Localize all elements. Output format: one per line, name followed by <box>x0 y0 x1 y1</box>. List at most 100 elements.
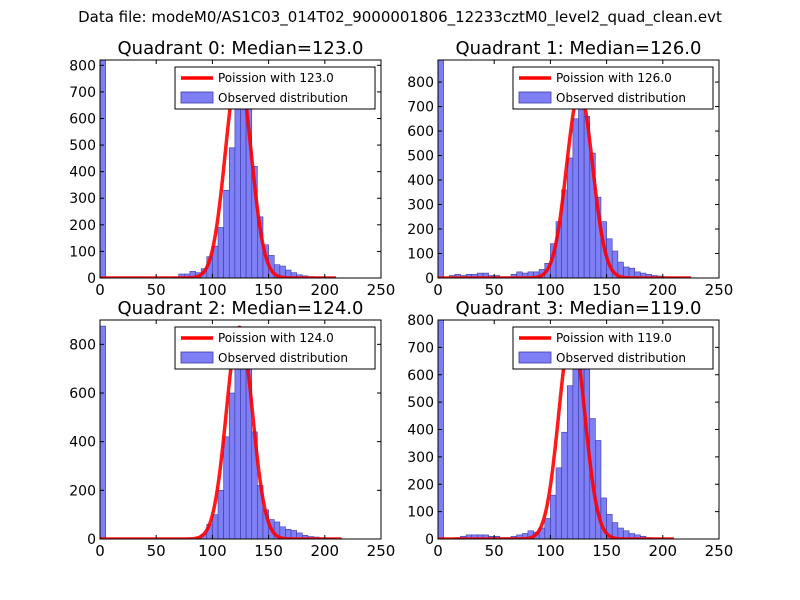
legend-entry-poisson: Poission with 126.0 <box>556 71 672 85</box>
poisson-curve <box>100 325 343 539</box>
legend-entry-poisson: Poission with 124.0 <box>218 331 334 345</box>
y-tick-label: 300 <box>407 198 434 214</box>
axes-frame <box>437 59 720 279</box>
y-tick-label: 100 <box>69 244 96 260</box>
figure-suptitle: Data file: modeM0/AS1C03_014T02_90000018… <box>78 8 722 26</box>
y-tick-label: 600 <box>69 111 96 127</box>
histogram-bar <box>550 494 557 539</box>
x-tick-label: 150 <box>592 542 621 560</box>
y-tick-label: 600 <box>407 368 434 384</box>
histogram-bar <box>240 84 247 278</box>
y-tick-label: 100 <box>407 505 434 521</box>
y-tick-label: 500 <box>407 149 434 165</box>
x-tick-label: 150 <box>254 281 283 299</box>
histogram-bar <box>234 358 241 539</box>
histogram-bar <box>223 189 230 278</box>
y-tick-label: 0 <box>87 271 96 287</box>
poisson-curve-group <box>100 325 343 539</box>
x-tick-label: 0 <box>95 281 105 299</box>
histogram-bar <box>438 60 444 278</box>
y-tick-label: 800 <box>69 337 96 353</box>
quadrant-3-chart: 0 50 100 150 200 250 0 100 200 300 400 500 600 700 800… <box>407 298 733 560</box>
histogram-bar <box>572 118 579 278</box>
legend-entry-observed: Observed distribution <box>218 351 348 365</box>
histogram-bar <box>223 436 230 539</box>
histogram-bar <box>217 490 224 539</box>
x-tick-label: 250 <box>705 281 734 299</box>
poisson-curve <box>438 329 676 539</box>
quadrant-title: Quadrant 1: Median=126.0 <box>456 38 702 59</box>
quadrant-0-chart: 0 50 100 150 200 250 0 100 200 300 400 500 600 700 800… <box>69 38 395 299</box>
legend-entry-poisson: Poission with 119.0 <box>556 331 672 345</box>
legend-bar-swatch <box>180 351 214 364</box>
legend-box <box>174 66 376 110</box>
x-tick-label: 0 <box>433 542 443 560</box>
quadrant-2-chart: 0 50 100 150 200 250 0 200 400 600 800 Quadrant 2: … <box>69 298 395 560</box>
histogram-bar <box>566 385 574 539</box>
legend-bar-swatch <box>180 91 214 104</box>
y-tick-label: 200 <box>69 218 96 234</box>
quadrant-title: Quadrant 3: Median=119.0 <box>456 298 702 319</box>
y-tick-label: 700 <box>407 340 434 356</box>
legend-entry-observed: Observed distribution <box>218 91 348 105</box>
histogram-bar <box>217 227 224 278</box>
x-tick-label: 50 <box>147 281 166 299</box>
x-tick-label: 100 <box>198 281 227 299</box>
y-tick-label: 500 <box>407 395 434 411</box>
x-tick-label: 150 <box>592 281 621 299</box>
x-tick-label: 150 <box>254 542 283 560</box>
quadrant-1-chart: 0 50 100 150 200 250 0 100 200 300 400 500 600 700 800… <box>407 38 733 299</box>
histogram-bar <box>555 467 562 539</box>
y-tick-label: 400 <box>407 423 434 439</box>
y-tick-label: 800 <box>407 75 434 91</box>
x-tick-label: 250 <box>705 542 734 560</box>
histogram-bar <box>228 147 236 278</box>
x-tick-label: 200 <box>310 542 339 560</box>
y-tick-label: 0 <box>87 532 96 548</box>
histogram-bar <box>100 60 106 278</box>
histogram-bar <box>544 518 551 539</box>
legend-bar-swatch <box>518 351 552 364</box>
y-tick-label: 400 <box>407 173 434 189</box>
y-tick-label: 800 <box>69 58 96 74</box>
quadrant-title: Quadrant 0: Median=123.0 <box>118 38 364 59</box>
legend-entry-observed: Observed distribution <box>556 351 686 365</box>
axes-frame <box>99 319 382 540</box>
histogram-bar <box>100 325 106 539</box>
y-tick-label: 200 <box>407 222 434 238</box>
poisson-curve <box>438 90 693 278</box>
x-tick-label: 100 <box>198 542 227 560</box>
poisson-curve-group <box>438 329 676 539</box>
histogram-bar <box>566 157 574 278</box>
y-tick-label: 600 <box>407 124 434 140</box>
x-tick-label: 50 <box>147 542 166 560</box>
y-tick-label: 100 <box>407 247 434 263</box>
legend: Poission with 119.0 Observed distribution <box>512 326 714 370</box>
x-tick-label: 250 <box>367 281 396 299</box>
legend-entry-poisson: Poission with 123.0 <box>218 71 334 85</box>
x-tick-label: 0 <box>433 281 443 299</box>
y-tick-label: 0 <box>425 532 434 548</box>
histogram-bars <box>100 325 342 539</box>
x-tick-label: 100 <box>536 281 565 299</box>
histogram-bar <box>234 94 241 278</box>
x-tick-label: 200 <box>310 281 339 299</box>
legend: Poission with 123.0 Observed distribution <box>174 66 376 110</box>
axes-frame <box>99 59 382 279</box>
legend: Poission with 126.0 Observed distribution <box>512 66 714 110</box>
y-tick-label: 800 <box>407 313 434 329</box>
poisson-curve-group <box>438 90 693 278</box>
histogram-bar <box>572 347 579 539</box>
x-tick-label: 0 <box>95 542 105 560</box>
y-tick-label: 0 <box>425 271 434 287</box>
y-tick-label: 700 <box>407 100 434 116</box>
legend-box <box>174 326 376 370</box>
histogram-bar <box>561 431 568 539</box>
y-tick-label: 700 <box>69 85 96 101</box>
y-tick-label: 600 <box>69 386 96 402</box>
x-tick-label: 200 <box>648 281 677 299</box>
y-tick-label: 500 <box>69 138 96 154</box>
x-tick-label: 200 <box>648 542 677 560</box>
histogram-bar <box>228 392 236 539</box>
x-tick-label: 250 <box>367 542 396 560</box>
